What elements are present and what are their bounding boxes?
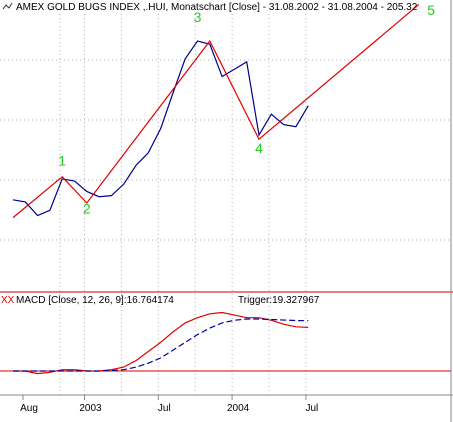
price-series-layer — [12, 40, 309, 217]
wave-label-2: 2 — [83, 200, 91, 216]
wave-label-1: 1 — [58, 152, 66, 168]
price-line — [12, 40, 309, 217]
x-tick-label: Jul — [158, 403, 171, 414]
elliott-wave-layer — [12, 3, 420, 219]
x-tick-label: 2004 — [227, 403, 250, 414]
wave-label-3: 3 — [194, 9, 202, 25]
macd-trigger-label: Trigger:19.327967 — [238, 295, 320, 306]
elliott-wave-line — [12, 3, 420, 219]
price-chart-header: AMEX GOLD BUGS INDEX ,.HUI, Monatschart … — [2, 2, 418, 13]
chart-title: AMEX GOLD BUGS INDEX ,.HUI, Monatschart … — [16, 2, 418, 13]
macd-label: MACD [Close, 12, 26, 9]:16.764174 — [16, 295, 174, 306]
x-tick-label: 2003 — [79, 403, 102, 414]
macd-line — [13, 311, 309, 375]
x-tick-label: Aug — [20, 403, 38, 414]
wave-label-5: 5 — [427, 2, 435, 18]
wave-labels-layer: 1 2 3 4 5 — [58, 2, 435, 217]
macd-trigger-line — [13, 318, 309, 372]
macd-icon: XX — [1, 295, 15, 306]
x-tick-label: Jul — [306, 403, 319, 414]
macd-series-layer — [13, 311, 309, 375]
macd-header: XX MACD [Close, 12, 26, 9]:16.764174 Tri… — [1, 295, 320, 306]
line-chart-icon — [2, 2, 13, 10]
x-axis: Aug 2003 Jul 2004 Jul — [20, 395, 318, 414]
wave-label-4: 4 — [255, 140, 263, 156]
